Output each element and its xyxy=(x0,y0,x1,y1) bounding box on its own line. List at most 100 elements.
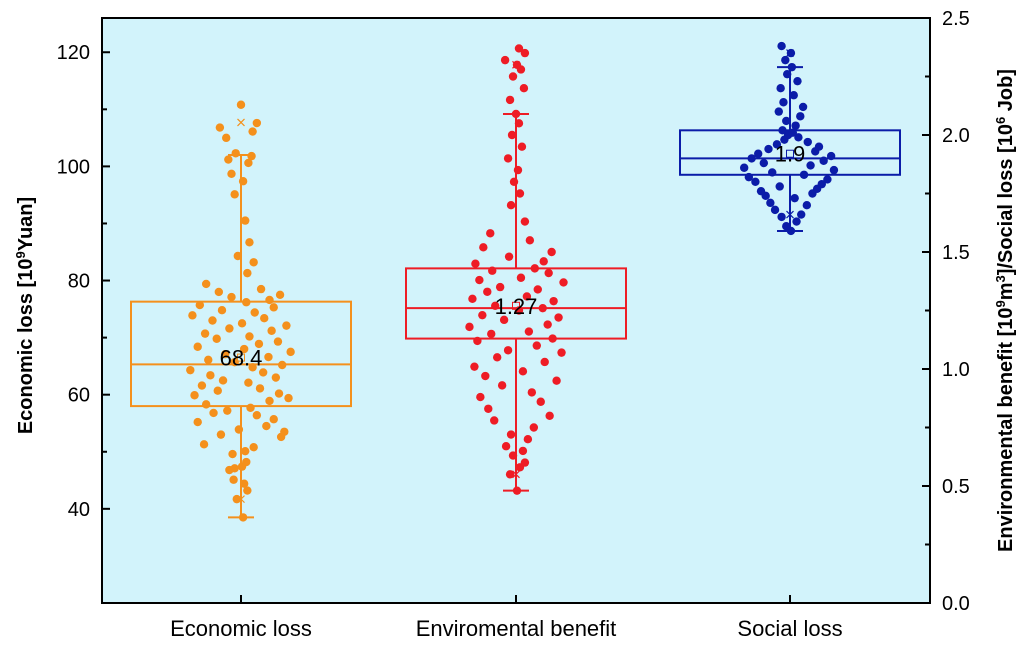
data-point xyxy=(476,392,485,402)
data-point xyxy=(829,165,839,175)
data-point xyxy=(506,201,516,210)
series-blue: 1.9 xyxy=(679,41,901,236)
data-point xyxy=(826,151,836,161)
data-point xyxy=(230,357,239,367)
data-point xyxy=(495,282,505,292)
data-point xyxy=(241,216,250,225)
data-point xyxy=(782,116,791,126)
left-tick-label: 120 xyxy=(57,42,90,64)
data-point xyxy=(772,140,782,149)
data-point xyxy=(817,179,826,189)
data-point xyxy=(503,154,513,163)
data-point xyxy=(212,334,221,343)
data-point xyxy=(779,98,788,107)
data-point xyxy=(768,168,777,177)
data-point xyxy=(249,258,258,267)
data-point xyxy=(793,76,802,86)
data-point xyxy=(540,357,549,367)
data-point xyxy=(282,321,291,330)
data-point xyxy=(552,376,561,385)
left-tick-label: 60 xyxy=(68,385,90,407)
data-point xyxy=(756,186,766,196)
data-point xyxy=(774,107,783,116)
left-tick-label: 80 xyxy=(68,271,90,293)
data-point xyxy=(549,296,558,306)
data-point xyxy=(518,446,528,456)
data-point xyxy=(775,182,784,191)
data-point xyxy=(798,102,808,112)
data-point xyxy=(803,137,812,147)
data-point xyxy=(787,62,797,72)
data-point xyxy=(479,243,488,252)
data-point xyxy=(271,373,281,382)
data-point xyxy=(280,427,289,436)
data-point xyxy=(220,349,230,359)
data-point xyxy=(514,44,524,53)
data-point xyxy=(797,210,806,219)
data-point xyxy=(246,403,255,413)
data-point xyxy=(754,149,763,158)
data-point xyxy=(214,287,224,297)
data-point xyxy=(520,48,530,58)
data-point xyxy=(789,91,798,100)
left-y-axis: 40 60 80 100 120 xyxy=(57,42,110,521)
category-label: Social loss xyxy=(737,616,842,641)
data-point xyxy=(475,275,484,285)
data-point xyxy=(275,290,285,300)
data-point xyxy=(524,327,534,336)
mean-marker xyxy=(786,149,794,158)
data-point xyxy=(512,486,522,495)
data-point xyxy=(230,464,239,473)
data-point xyxy=(487,329,496,339)
right-tick-label: 0.0 xyxy=(942,593,970,615)
data-point xyxy=(473,336,482,346)
data-point xyxy=(782,69,792,79)
max-marker xyxy=(512,60,520,69)
data-point xyxy=(470,362,479,371)
data-point xyxy=(236,100,246,109)
data-point xyxy=(777,41,786,51)
data-point xyxy=(242,298,251,307)
right-tick-label: 2.0 xyxy=(942,125,970,147)
data-point xyxy=(258,368,268,377)
data-point xyxy=(206,371,215,380)
data-point xyxy=(286,347,295,357)
mean-marker xyxy=(237,353,245,362)
data-point xyxy=(792,217,801,226)
category-label: Enviromental benefit xyxy=(416,616,617,641)
data-point xyxy=(507,130,517,140)
data-point xyxy=(492,353,502,362)
data-point xyxy=(231,149,240,158)
left-tick-label: 100 xyxy=(57,156,90,178)
right-y-axis: 0.0 0.5 1.0 1.5 2.0 2.5 xyxy=(922,8,970,615)
mean-value-label: 1.9 xyxy=(775,142,806,167)
data-point xyxy=(238,513,248,522)
data-point xyxy=(215,123,225,132)
data-point xyxy=(237,319,247,328)
data-point xyxy=(224,155,233,164)
data-point xyxy=(499,315,509,325)
data-point xyxy=(208,316,217,325)
left-tick-label: 40 xyxy=(68,499,90,521)
data-point xyxy=(217,306,227,315)
data-point xyxy=(819,156,828,165)
data-point xyxy=(230,190,239,199)
data-point xyxy=(222,133,231,143)
data-point xyxy=(547,247,556,257)
data-point xyxy=(225,324,234,333)
right-tick-label: 1.5 xyxy=(942,242,970,264)
data-point xyxy=(747,154,756,163)
data-point xyxy=(229,475,238,484)
data-point xyxy=(201,400,211,409)
data-point xyxy=(504,252,514,261)
data-point xyxy=(517,142,527,151)
data-point xyxy=(559,278,568,287)
data-point xyxy=(247,151,256,161)
max-marker xyxy=(786,49,794,58)
data-point xyxy=(766,198,775,208)
data-point xyxy=(227,292,236,302)
mean-value-label: 68.4 xyxy=(220,346,263,371)
data-point xyxy=(791,121,800,130)
data-point xyxy=(794,133,803,142)
data-point xyxy=(218,376,228,385)
